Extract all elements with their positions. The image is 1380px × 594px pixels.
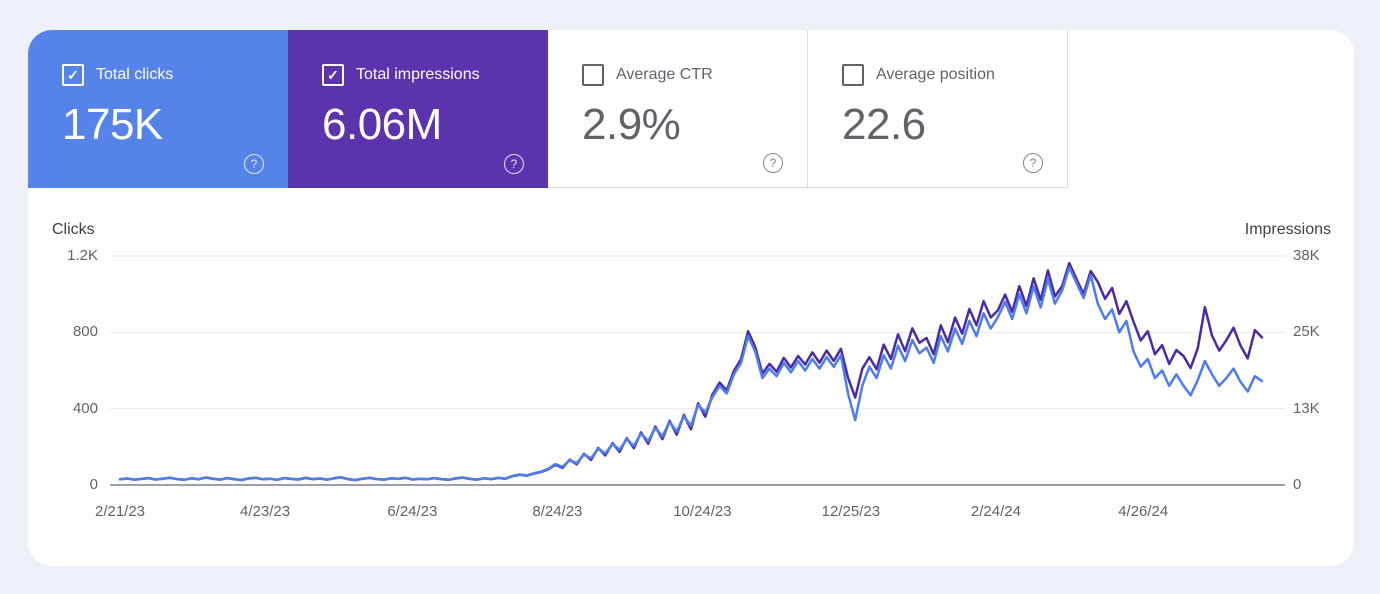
left-axis-tick-label: 0	[89, 476, 98, 493]
help-icon[interactable]: ?	[504, 154, 524, 174]
x-axis-tick-label: 12/25/23	[821, 503, 881, 520]
x-axis-tick-label: 8/24/23	[532, 503, 583, 520]
metric-card-value: 2.9%	[582, 100, 681, 149]
metric-card-total-clicks[interactable]: ✓ Total clicks 175K ?	[28, 30, 288, 188]
x-axis-tick-label: 4/26/24	[1118, 503, 1169, 520]
performance-panel: ✓ Total clicks 175K ? ✓ Total impression…	[28, 30, 1354, 566]
left-axis-tick-label: 1.2K	[67, 247, 98, 264]
average-ctr-checkbox-icon[interactable]	[582, 64, 604, 86]
metric-card-value: 175K	[62, 100, 163, 149]
x-axis-tick-label: 10/24/23	[673, 503, 732, 520]
series-line-impressions	[118, 261, 1264, 482]
left-axis-title: Clicks	[52, 221, 95, 238]
left-axis-tick-label: 400	[72, 399, 98, 417]
metric-card-header: Average CTR	[582, 64, 807, 86]
x-axis-tick-label: 6/24/23	[387, 503, 438, 520]
metric-card-value: 22.6	[842, 100, 926, 149]
chart-plot-area[interactable]	[110, 252, 1285, 492]
left-axis-tick-label: 800	[72, 323, 98, 341]
right-axis-tick-label: 25K	[1293, 323, 1320, 341]
metric-card-label: Average CTR	[616, 66, 713, 83]
right-axis-title: Impressions	[1244, 221, 1331, 238]
help-icon[interactable]: ?	[1023, 153, 1043, 173]
metric-card-average-ctr[interactable]: Average CTR 2.9% ?	[548, 30, 808, 188]
metric-card-header: ✓ Total impressions	[322, 64, 548, 86]
metric-card-header: ✓ Total clicks	[62, 64, 288, 86]
right-axis-tick-label: 38K	[1293, 247, 1320, 264]
help-icon[interactable]: ?	[763, 153, 783, 173]
total-clicks-checkbox-icon[interactable]: ✓	[62, 64, 84, 86]
x-axis-tick-label: 4/23/23	[240, 503, 291, 520]
metric-card-label: Total clicks	[96, 66, 174, 83]
total-impressions-checkbox-icon[interactable]: ✓	[322, 64, 344, 86]
metric-card-label: Total impressions	[356, 66, 480, 83]
metric-card-total-impressions[interactable]: ✓ Total impressions 6.06M ?	[288, 30, 548, 188]
right-axis-tick-label: 0	[1293, 476, 1302, 493]
x-axis-tick-label: 2/21/23	[94, 503, 146, 520]
x-axis-tick-label: 2/24/24	[970, 503, 1021, 520]
average-position-checkbox-icon[interactable]	[842, 64, 864, 86]
series-line-clicks	[118, 266, 1264, 482]
metric-card-label: Average position	[876, 66, 995, 83]
metric-card-value: 6.06M	[322, 100, 442, 149]
metric-cards-row: ✓ Total clicks 175K ? ✓ Total impression…	[28, 30, 1068, 188]
metric-card-header: Average position	[842, 64, 1067, 86]
right-axis-tick-label: 13K	[1293, 399, 1320, 417]
metric-card-average-position[interactable]: Average position 22.6 ?	[808, 30, 1068, 188]
help-icon[interactable]: ?	[244, 154, 264, 174]
